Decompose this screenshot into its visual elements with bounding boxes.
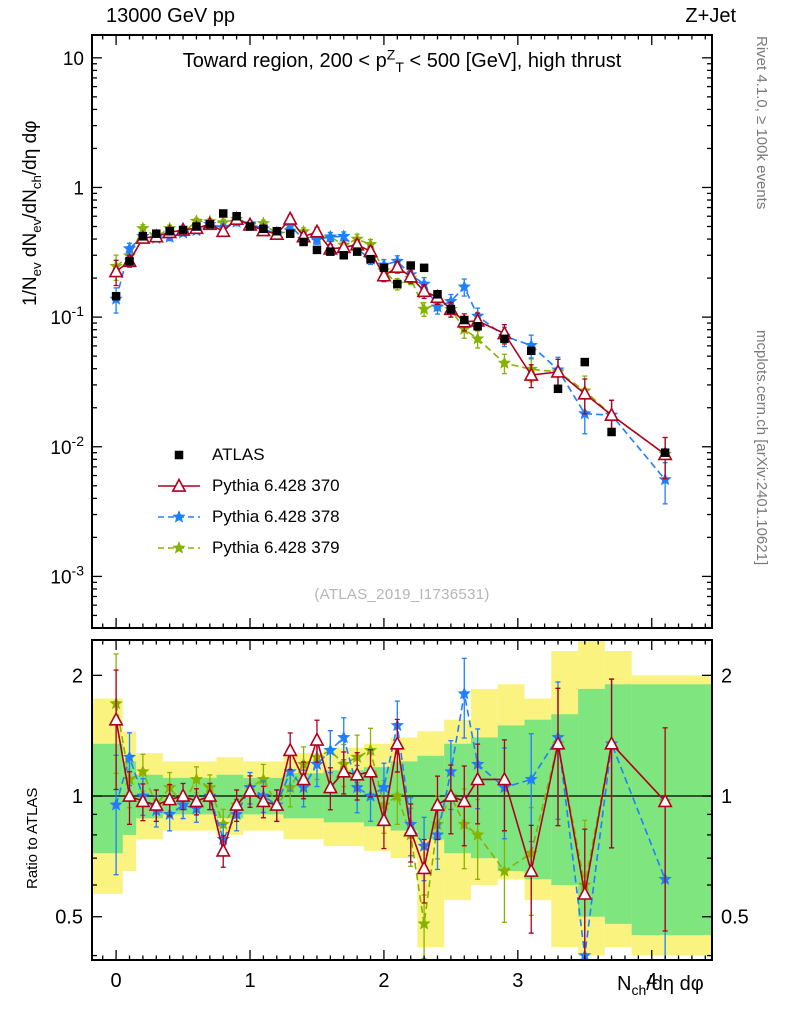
analysis-id-watermark: (ATLAS_2019_I1736531) [314,586,490,603]
svg-text:1: 1 [72,786,83,808]
x-axis-label: Nch/dη dφ [617,973,704,998]
main-y-axis-label: 1/Nev dNev/dNch/dη dφ [20,120,44,306]
svg-text:0.5: 0.5 [55,907,83,929]
process-label: Z+Jet [685,5,736,27]
svg-text:1: 1 [244,970,255,992]
svg-text:10-1: 10-1 [50,303,84,329]
svg-text:10-2: 10-2 [50,433,84,459]
svg-text:0.5: 0.5 [721,907,749,929]
legend-label: Pythia 6.428 370 [212,476,340,495]
ratio-series-layer [108,653,673,960]
svg-text:2: 2 [721,665,732,687]
svg-text:10-3: 10-3 [50,562,84,588]
legend-label: Pythia 6.428 379 [212,538,340,557]
open-triangle-marker-icon [158,477,200,492]
svg-text:1: 1 [721,786,732,808]
legend-item-atlas: ATLAS [156,444,340,466]
svg-text:10: 10 [63,49,84,70]
svg-text:2: 2 [378,970,389,992]
legend: ATLAS Pythia 6.428 370 Pythia 6.428 378 Pyt… [156,444,340,559]
ratio-y-axis-label: Ratio to ATLAS [24,787,41,889]
legend-label: Pythia 6.428 378 [212,507,340,526]
beam-energy-label: 13000 GeV pp [106,5,235,27]
mcplots-caption: mcplots.cern.ch [arXiv:2401.10621] [753,330,770,566]
square-marker-icon [174,450,184,460]
svg-text:3: 3 [512,970,523,992]
legend-item-pythia-6-428-378: Pythia 6.428 378 [156,506,340,528]
legend-item-pythia-6-428-379: Pythia 6.428 379 [156,537,340,559]
observable-title: Toward region, 200 < pZT < 500 [GeV], hi… [182,46,622,75]
svg-text:0: 0 [111,970,122,992]
rivet-version-caption: Rivet 4.1.0, ≥ 100k events [753,36,770,210]
svg-text:4: 4 [646,970,657,992]
legend-label: ATLAS [212,445,265,464]
star-marker-icon [158,541,200,554]
svg-text:2: 2 [72,665,83,687]
svg-text:1: 1 [73,178,84,199]
legend-item-pythia-6-428-370: Pythia 6.428 370 [156,475,340,497]
main-series-layer [108,209,673,505]
star-marker-icon [158,510,200,523]
